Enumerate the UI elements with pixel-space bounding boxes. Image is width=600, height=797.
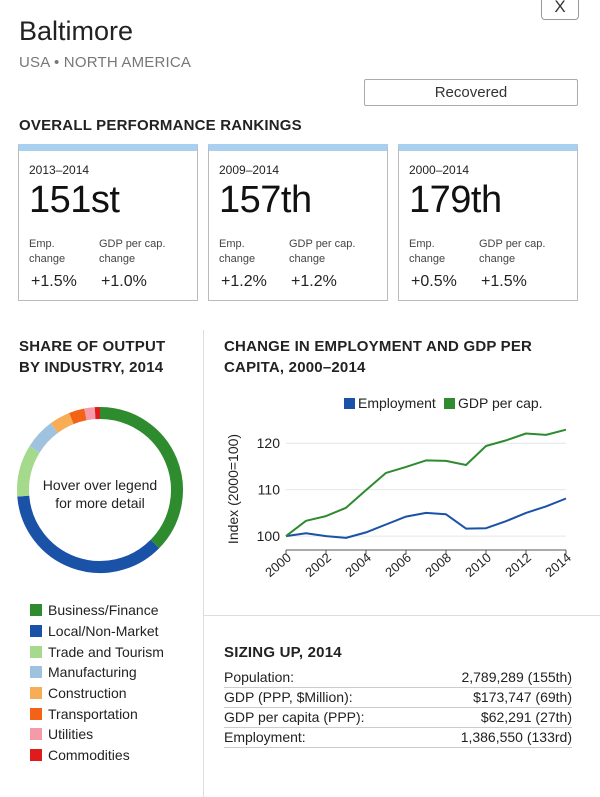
line-legend-employment[interactable]: Employment (344, 395, 436, 411)
gdp-change-label: GDP per cap. change (289, 238, 356, 265)
trend-title: CHANGE IN EMPLOYMENT AND GDP PER CAPITA, … (224, 338, 533, 376)
stats-row-employment: Employment: 1,386,550 (133rd) (224, 728, 572, 748)
series-line-gdp-per-cap[interactable] (285, 428, 567, 537)
rank-value: 157th (219, 179, 312, 221)
legend-label: Local/Non-Market (48, 623, 159, 640)
legend-label: Employment (358, 395, 436, 411)
stats-row-population: Population: 2,789,289 (155th) (224, 668, 572, 688)
legend-swatch (30, 604, 42, 617)
gdp-change-label: GDP per cap. change (99, 238, 166, 265)
legend-item-business-finance[interactable]: Business/Finance (30, 600, 164, 621)
emp-change-label: Emp. change (409, 238, 446, 265)
pie-slice-trade-and-tourism[interactable] (17, 446, 40, 497)
legend-swatch (30, 645, 42, 658)
legend-swatch (30, 707, 42, 720)
legend-item-utilities[interactable]: Utilities (30, 724, 164, 745)
rank-period: 2009–2014 (219, 163, 280, 177)
region-subtitle: USA • NORTH AMERICA (19, 54, 192, 71)
x-tick-label: 2014 (542, 550, 574, 580)
pie-slice-manufacturing[interactable] (29, 423, 59, 453)
gdp-change-value: +1.5% (481, 273, 527, 290)
line-legend-gdp-per-cap[interactable]: GDP per cap. (444, 395, 543, 411)
emp-change-label: Emp. change (219, 238, 256, 265)
gdp-change-value: +1.0% (101, 273, 147, 290)
pie-slice-utilities[interactable] (84, 407, 96, 421)
industry-legend: Business/Finance Local/Non-Market Trade an… (30, 600, 164, 766)
legend-swatch (344, 398, 355, 409)
industry-donut-chart: Hover over legend for more detail (14, 404, 186, 576)
legend-label: Construction (48, 685, 127, 702)
rank-period: 2000–2014 (409, 163, 470, 177)
city-title: Baltimore (19, 16, 134, 46)
x-tick-label: 2004 (342, 550, 374, 580)
y-tick-label: 120 (257, 435, 281, 451)
x-tick-label: 2010 (462, 550, 494, 580)
legend-label: Manufacturing (48, 664, 137, 681)
legend-swatch (444, 398, 455, 409)
rank-value: 179th (409, 179, 502, 221)
legend-swatch (30, 728, 42, 741)
x-tick-label: 2012 (502, 550, 534, 580)
x-tick-label: 2002 (302, 550, 334, 580)
legend-label: Transportation (48, 705, 138, 722)
legend-label: Utilities (48, 726, 94, 743)
share-title: SHARE OF OUTPUT BY INDUSTRY, 2014 (19, 338, 166, 376)
x-tick-label: 2006 (382, 550, 414, 580)
emp-change-label: Emp. change (29, 238, 66, 265)
legend-item-local-non-market[interactable]: Local/Non-Market (30, 621, 164, 642)
pie-slice-business-finance[interactable] (99, 407, 183, 549)
pie-slice-local-non-market[interactable] (17, 495, 160, 573)
stats-row-gdp: GDP (PPP, $Million): $173,747 (69th) (224, 688, 572, 708)
x-tick-label: 2000 (262, 550, 294, 580)
legend-swatch (30, 687, 42, 700)
gdp-change-label: GDP per cap. change (479, 238, 546, 265)
legend-item-manufacturing[interactable]: Manufacturing (30, 662, 164, 683)
pie-slice-transportation[interactable] (69, 408, 87, 425)
donut-center-hint: Hover over legend for more detail (42, 477, 158, 511)
close-button[interactable]: X (541, 0, 579, 20)
legend-item-transportation[interactable]: Transportation (30, 703, 164, 724)
y-axis-label: Index (2000=100) (225, 434, 241, 544)
legend-item-trade-and-tourism[interactable]: Trade and Tourism (30, 641, 164, 662)
legend-label: Trade and Tourism (48, 643, 164, 660)
gdp-change-value: +1.2% (291, 273, 337, 290)
emp-change-value: +1.5% (31, 273, 77, 290)
legend-label: Business/Finance (48, 602, 159, 619)
series-line-employment[interactable] (285, 497, 567, 539)
y-tick-label: 100 (257, 528, 281, 544)
legend-swatch (30, 749, 42, 762)
sizing-table: Population: 2,789,289 (155th) GDP (PPP, $… (224, 668, 572, 748)
rank-card-2013-2014: 2013–2014 151st Emp. change GDP per cap. c… (18, 144, 198, 301)
rank-card-2009-2014: 2009–2014 157th Emp. change GDP per cap. c… (208, 144, 388, 301)
emp-change-value: +1.2% (221, 273, 267, 290)
legend-label: GDP per cap. (458, 395, 543, 411)
rank-value: 151st (29, 179, 120, 221)
legend-label: Commodities (48, 747, 130, 764)
employment-gdp-line-chart: Employment GDP per cap. 100 110 120 Index (20… (225, 395, 574, 580)
y-tick-label: 110 (258, 482, 281, 498)
horizontal-divider (203, 615, 600, 616)
rank-card-2000-2014: 2000–2014 179th Emp. change GDP per cap. c… (398, 144, 578, 301)
stats-row-gdp-per-capita: GDP per capita (PPP): $62,291 (27th) (224, 708, 572, 728)
legend-swatch (30, 625, 42, 638)
emp-change-value: +0.5% (411, 273, 457, 290)
legend-swatch (30, 666, 42, 679)
vertical-divider (203, 330, 204, 797)
sizing-title: SIZING UP, 2014 (224, 644, 342, 661)
legend-item-construction[interactable]: Construction (30, 683, 164, 704)
x-tick-label: 2008 (422, 550, 454, 580)
legend-item-commodities[interactable]: Commodities (30, 745, 164, 766)
status-badge: Recovered (364, 79, 578, 106)
donut-svg (17, 407, 183, 573)
pie-slice-construction[interactable] (50, 412, 74, 433)
rankings-title: OVERALL PERFORMANCE RANKINGS (19, 117, 302, 134)
rank-period: 2013–2014 (29, 163, 90, 177)
